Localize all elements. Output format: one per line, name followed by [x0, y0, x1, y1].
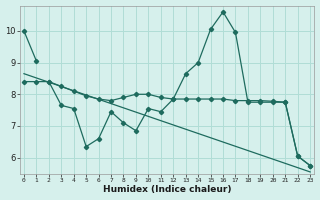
X-axis label: Humidex (Indice chaleur): Humidex (Indice chaleur): [103, 185, 231, 194]
